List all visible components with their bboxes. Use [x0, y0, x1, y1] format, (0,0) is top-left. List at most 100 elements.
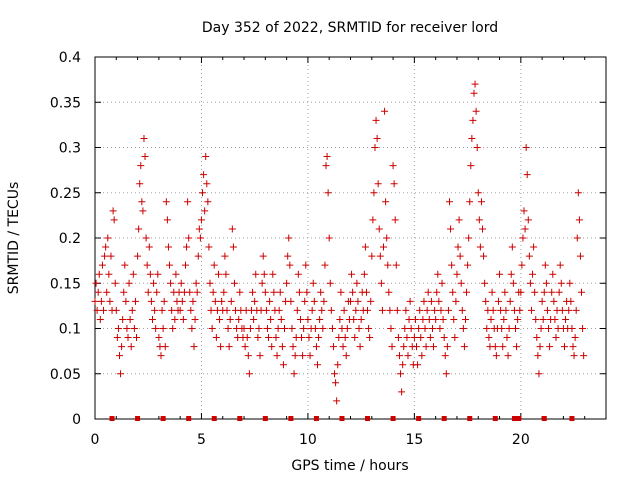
data-point-plus: [229, 243, 237, 251]
data-point-plus: [123, 325, 131, 332]
data-point-plus: [579, 325, 587, 332]
data-point-plus: [552, 334, 560, 342]
data-point-plus: [574, 189, 582, 197]
data-point-plus: [133, 334, 141, 342]
data-point-plus: [560, 343, 568, 351]
data-point-plus: [337, 288, 345, 296]
data-point-plus: [458, 306, 466, 314]
data-point-plus: [567, 297, 575, 305]
data-point-plus: [464, 261, 472, 269]
data-point-plus: [138, 198, 146, 206]
data-point-plus: [378, 306, 386, 314]
data-point-plus: [441, 352, 449, 360]
data-point-plus: [130, 325, 138, 332]
data-point-plus: [527, 306, 535, 314]
data-point-plus: [164, 243, 172, 251]
data-point-plus: [186, 288, 194, 296]
data-point-plus: [471, 80, 479, 88]
gap-marker: [160, 416, 166, 421]
data-point-plus: [473, 144, 481, 151]
data-point-plus: [125, 279, 133, 287]
y-axis-label: SRMTID / TECUs: [6, 182, 22, 295]
data-point-plus: [385, 288, 393, 296]
data-point-plus: [136, 180, 144, 188]
data-point-plus: [350, 315, 358, 323]
data-point-plus: [389, 162, 397, 170]
data-point-plus: [310, 297, 318, 305]
data-point-plus: [313, 361, 321, 369]
data-point-plus: [329, 343, 337, 351]
data-point-plus: [226, 315, 234, 323]
data-point-plus: [295, 288, 303, 296]
data-point-plus: [411, 315, 419, 323]
data-point-plus: [141, 153, 149, 161]
gap-marker: [365, 416, 371, 421]
x-tick-label: 15: [405, 432, 423, 448]
data-point-plus: [517, 288, 525, 296]
data-point-plus: [110, 216, 118, 224]
x-tick-label: 20: [512, 432, 530, 448]
data-point-plus: [548, 288, 556, 296]
data-point-plus: [148, 315, 156, 323]
data-point-plus: [323, 153, 331, 161]
data-point-plus: [361, 243, 369, 251]
data-point-plus: [550, 297, 558, 305]
data-point-plus: [580, 352, 588, 360]
data-point-plus: [365, 325, 373, 332]
data-point-plus: [505, 325, 513, 332]
data-point-plus: [340, 306, 348, 314]
data-point-plus: [220, 288, 228, 296]
data-point-plus: [190, 343, 198, 351]
data-point-plus: [420, 297, 428, 305]
data-point-plus: [302, 261, 310, 269]
data-point-plus: [421, 325, 429, 332]
data-point-plus: [491, 343, 499, 351]
data-point-plus: [205, 243, 213, 251]
data-point-plus: [446, 198, 454, 206]
data-point-plus: [432, 315, 440, 323]
data-point-plus: [372, 116, 380, 124]
gap-marker: [441, 416, 447, 421]
data-point-plus: [201, 207, 209, 215]
data-point-plus: [160, 297, 168, 305]
data-point-plus: [119, 315, 127, 323]
data-point-plus: [483, 325, 491, 332]
data-point-plus: [284, 252, 292, 260]
data-point-plus: [404, 352, 412, 360]
x-tick-labels: 0 5 10 15 20: [91, 432, 530, 448]
data-point-plus: [277, 315, 285, 323]
data-point-plus: [393, 306, 401, 314]
data-point-plus: [332, 379, 340, 387]
data-point-plus: [524, 216, 532, 224]
data-point-plus: [206, 279, 214, 287]
y-tick-label: 0.35: [50, 95, 81, 111]
data-point-plus: [558, 306, 566, 314]
data-point-plus: [244, 352, 252, 360]
data-point-plus: [195, 225, 203, 233]
data-point-plus: [155, 334, 163, 342]
data-point-plus: [118, 343, 126, 351]
data-point-plus: [508, 243, 516, 251]
data-point-plus: [351, 334, 359, 342]
data-point-plus: [572, 306, 580, 314]
data-point-plus: [111, 279, 119, 287]
data-point-plus: [430, 343, 438, 351]
data-point-plus: [105, 270, 113, 278]
data-point-plus: [272, 334, 280, 342]
data-point-plus: [218, 297, 226, 305]
data-point-plus: [124, 334, 132, 342]
data-point-plus: [326, 279, 334, 287]
data-point-plus: [545, 325, 553, 332]
data-point-plus: [178, 297, 186, 305]
data-point-plus: [204, 198, 212, 206]
data-point-plus: [422, 343, 430, 351]
data-point-plus: [426, 334, 434, 342]
data-point-plus: [260, 270, 268, 278]
data-point-plus: [474, 189, 482, 197]
data-point-plus: [459, 325, 467, 332]
data-point-plus: [309, 279, 317, 287]
data-point-plus: [467, 162, 475, 170]
data-point-plus: [145, 243, 153, 251]
data-point-plus: [435, 297, 443, 305]
data-point-plus: [362, 288, 370, 296]
